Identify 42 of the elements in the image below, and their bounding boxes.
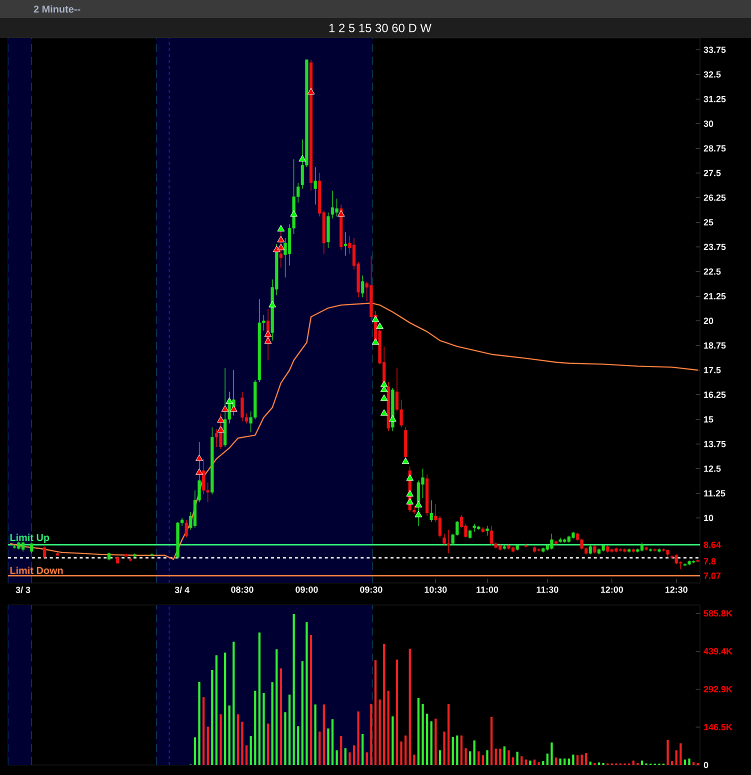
y-tick-label: 32.5 (704, 71, 721, 78)
x-tick-label: 11:30 (536, 586, 558, 593)
y-tick-label: 292.9K (704, 686, 732, 692)
y-tick-label: 11.25 (704, 490, 726, 496)
x-tick-label: 09:30 (360, 586, 382, 593)
y-tick-label: 18.75 (704, 342, 726, 349)
ref-line-label: Limit Up (10, 534, 50, 544)
x-tick-label: 3/ 3 (16, 586, 30, 594)
x-tick-label: 10:30 (424, 586, 447, 593)
y-tick-label: 30 (704, 120, 714, 127)
y-tick-label: 31.25 (704, 96, 726, 102)
y-tick-label: 20 (704, 318, 714, 324)
y-tick-label: 585.8K (704, 610, 732, 617)
y-tick-label: 25 (704, 219, 714, 226)
x-tick-label: 12:30 (665, 586, 688, 593)
y-tick-label: 28.75 (704, 145, 726, 152)
y-tick-label: 23.75 (704, 244, 726, 250)
y-tick-label: 146.5K (704, 724, 732, 730)
x-tick-label: 3/ 4 (174, 586, 190, 594)
y-tick-label: 10 (704, 514, 714, 522)
y-tick-label: 22.5 (704, 268, 721, 275)
x-tick-label: 08:30 (231, 586, 254, 593)
y-tick-label: 21.25 (704, 293, 726, 300)
y-tick-label: 439.4K (704, 648, 732, 654)
y-tick-label: 12.5 (704, 465, 721, 472)
y-tick-label: 15 (704, 416, 714, 423)
y-tick-label: 33.75 (704, 46, 726, 53)
y-tick-label: 26.25 (704, 194, 726, 201)
y-tick-label: 13.75 (704, 440, 726, 448)
y-tick-label: 7.07 (704, 572, 721, 579)
y-tick-label: 8.64 (704, 542, 721, 548)
y-tick-label: 16.25 (704, 392, 726, 398)
y-tick-label: 7.8 (704, 558, 716, 564)
y-tick-label: 0 (704, 762, 708, 768)
ref-line-label: Limit Down (10, 566, 63, 574)
x-tick-label: 12:00 (600, 586, 623, 593)
y-tick-label: 27.5 (704, 170, 721, 176)
x-tick-label: 11:00 (476, 586, 498, 593)
y-tick-label: 17.5 (704, 366, 721, 374)
chart-title: 2 Minute-- (34, 5, 80, 13)
x-tick-label: 09:00 (296, 586, 318, 593)
text: 1 2 5 15 30 60 D W (329, 24, 432, 32)
